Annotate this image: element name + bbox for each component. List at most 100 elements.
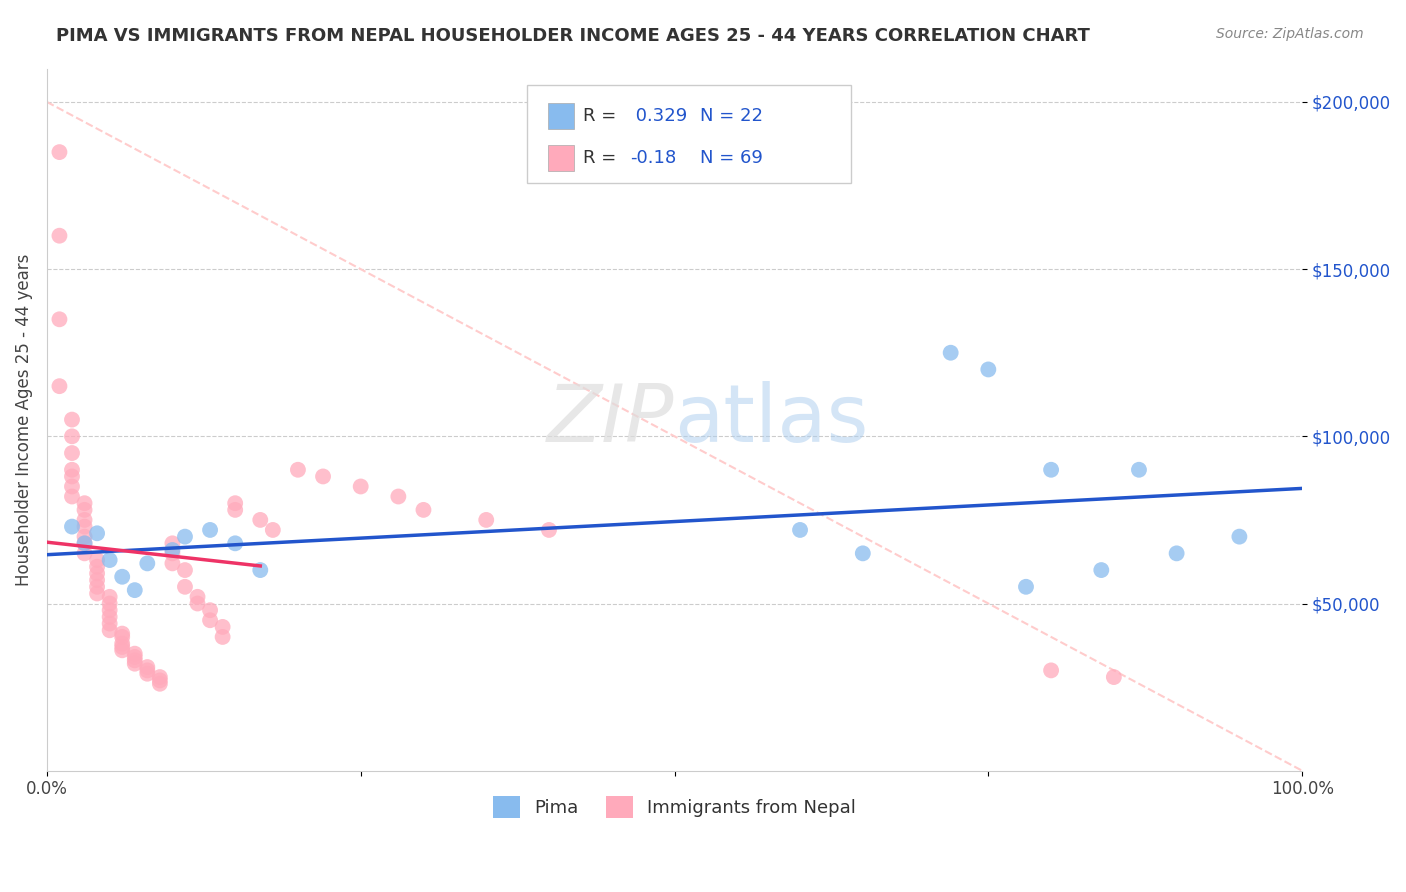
Point <box>312 469 335 483</box>
Point <box>350 479 373 493</box>
Point <box>149 677 172 691</box>
Y-axis label: Householder Income Ages 25 - 44 years: Householder Income Ages 25 - 44 years <box>15 253 32 586</box>
Point <box>412 503 434 517</box>
Point <box>48 379 70 393</box>
Point <box>1128 463 1150 477</box>
Point <box>1102 670 1125 684</box>
Text: N = 69: N = 69 <box>700 149 763 167</box>
Point <box>48 228 70 243</box>
Point <box>73 503 96 517</box>
Point <box>60 446 83 460</box>
Point <box>86 526 108 541</box>
Text: R =: R = <box>583 107 617 125</box>
Point <box>111 570 134 584</box>
Point <box>224 503 246 517</box>
Point <box>149 673 172 688</box>
Point <box>60 463 83 477</box>
Point <box>1015 580 1038 594</box>
Point <box>262 523 284 537</box>
Point <box>124 657 146 671</box>
Point <box>124 647 146 661</box>
Text: ZIP: ZIP <box>547 381 675 458</box>
Point <box>73 536 96 550</box>
Point <box>124 583 146 598</box>
Point <box>98 603 121 617</box>
Point <box>111 643 134 657</box>
Point <box>789 523 811 537</box>
Point <box>60 519 83 533</box>
Point <box>249 513 271 527</box>
Point <box>60 479 83 493</box>
Point <box>162 536 184 550</box>
Point <box>387 490 409 504</box>
Point <box>1229 530 1251 544</box>
Point <box>939 345 962 359</box>
Point <box>111 637 134 651</box>
Point <box>198 523 221 537</box>
Point <box>136 557 159 571</box>
Point <box>198 613 221 627</box>
Text: PIMA VS IMMIGRANTS FROM NEPAL HOUSEHOLDER INCOME AGES 25 - 44 YEARS CORRELATION : PIMA VS IMMIGRANTS FROM NEPAL HOUSEHOLDE… <box>56 27 1090 45</box>
Point <box>86 573 108 587</box>
Point <box>73 513 96 527</box>
Point <box>60 469 83 483</box>
Point <box>186 597 208 611</box>
Point <box>60 412 83 426</box>
Point <box>136 664 159 678</box>
Point <box>48 312 70 326</box>
Point <box>86 559 108 574</box>
Point <box>136 666 159 681</box>
Point <box>111 626 134 640</box>
Point <box>174 580 197 594</box>
Point <box>98 553 121 567</box>
Point <box>73 546 96 560</box>
Point <box>1040 664 1063 678</box>
Point <box>977 362 1000 376</box>
Point <box>162 543 184 558</box>
Point <box>73 519 96 533</box>
Point <box>48 145 70 160</box>
Point <box>174 563 197 577</box>
Point <box>111 630 134 644</box>
Point <box>162 546 184 560</box>
Text: atlas: atlas <box>675 381 869 458</box>
Point <box>86 586 108 600</box>
Point <box>60 490 83 504</box>
Point <box>73 530 96 544</box>
Point <box>852 546 875 560</box>
Point <box>86 553 108 567</box>
Point <box>537 523 560 537</box>
Point <box>224 536 246 550</box>
Point <box>73 496 96 510</box>
Point <box>211 630 233 644</box>
Point <box>186 590 208 604</box>
Point <box>249 563 271 577</box>
Point <box>174 530 197 544</box>
Point <box>98 610 121 624</box>
Point <box>149 670 172 684</box>
Text: N = 22: N = 22 <box>700 107 763 125</box>
Point <box>98 597 121 611</box>
Point <box>136 660 159 674</box>
Text: R =: R = <box>583 149 617 167</box>
Text: -0.18: -0.18 <box>630 149 676 167</box>
Point <box>1166 546 1188 560</box>
Point <box>1040 463 1063 477</box>
Point <box>111 640 134 654</box>
Text: 0.329: 0.329 <box>630 107 688 125</box>
Point <box>98 616 121 631</box>
Point <box>198 603 221 617</box>
Point <box>162 557 184 571</box>
Text: Source: ZipAtlas.com: Source: ZipAtlas.com <box>1216 27 1364 41</box>
Point <box>287 463 309 477</box>
Point <box>60 429 83 443</box>
Point <box>475 513 498 527</box>
Point <box>211 620 233 634</box>
Point <box>86 580 108 594</box>
Point <box>124 653 146 667</box>
Point <box>1090 563 1112 577</box>
Point <box>73 536 96 550</box>
Point <box>98 624 121 638</box>
Point <box>86 566 108 581</box>
Point <box>224 496 246 510</box>
